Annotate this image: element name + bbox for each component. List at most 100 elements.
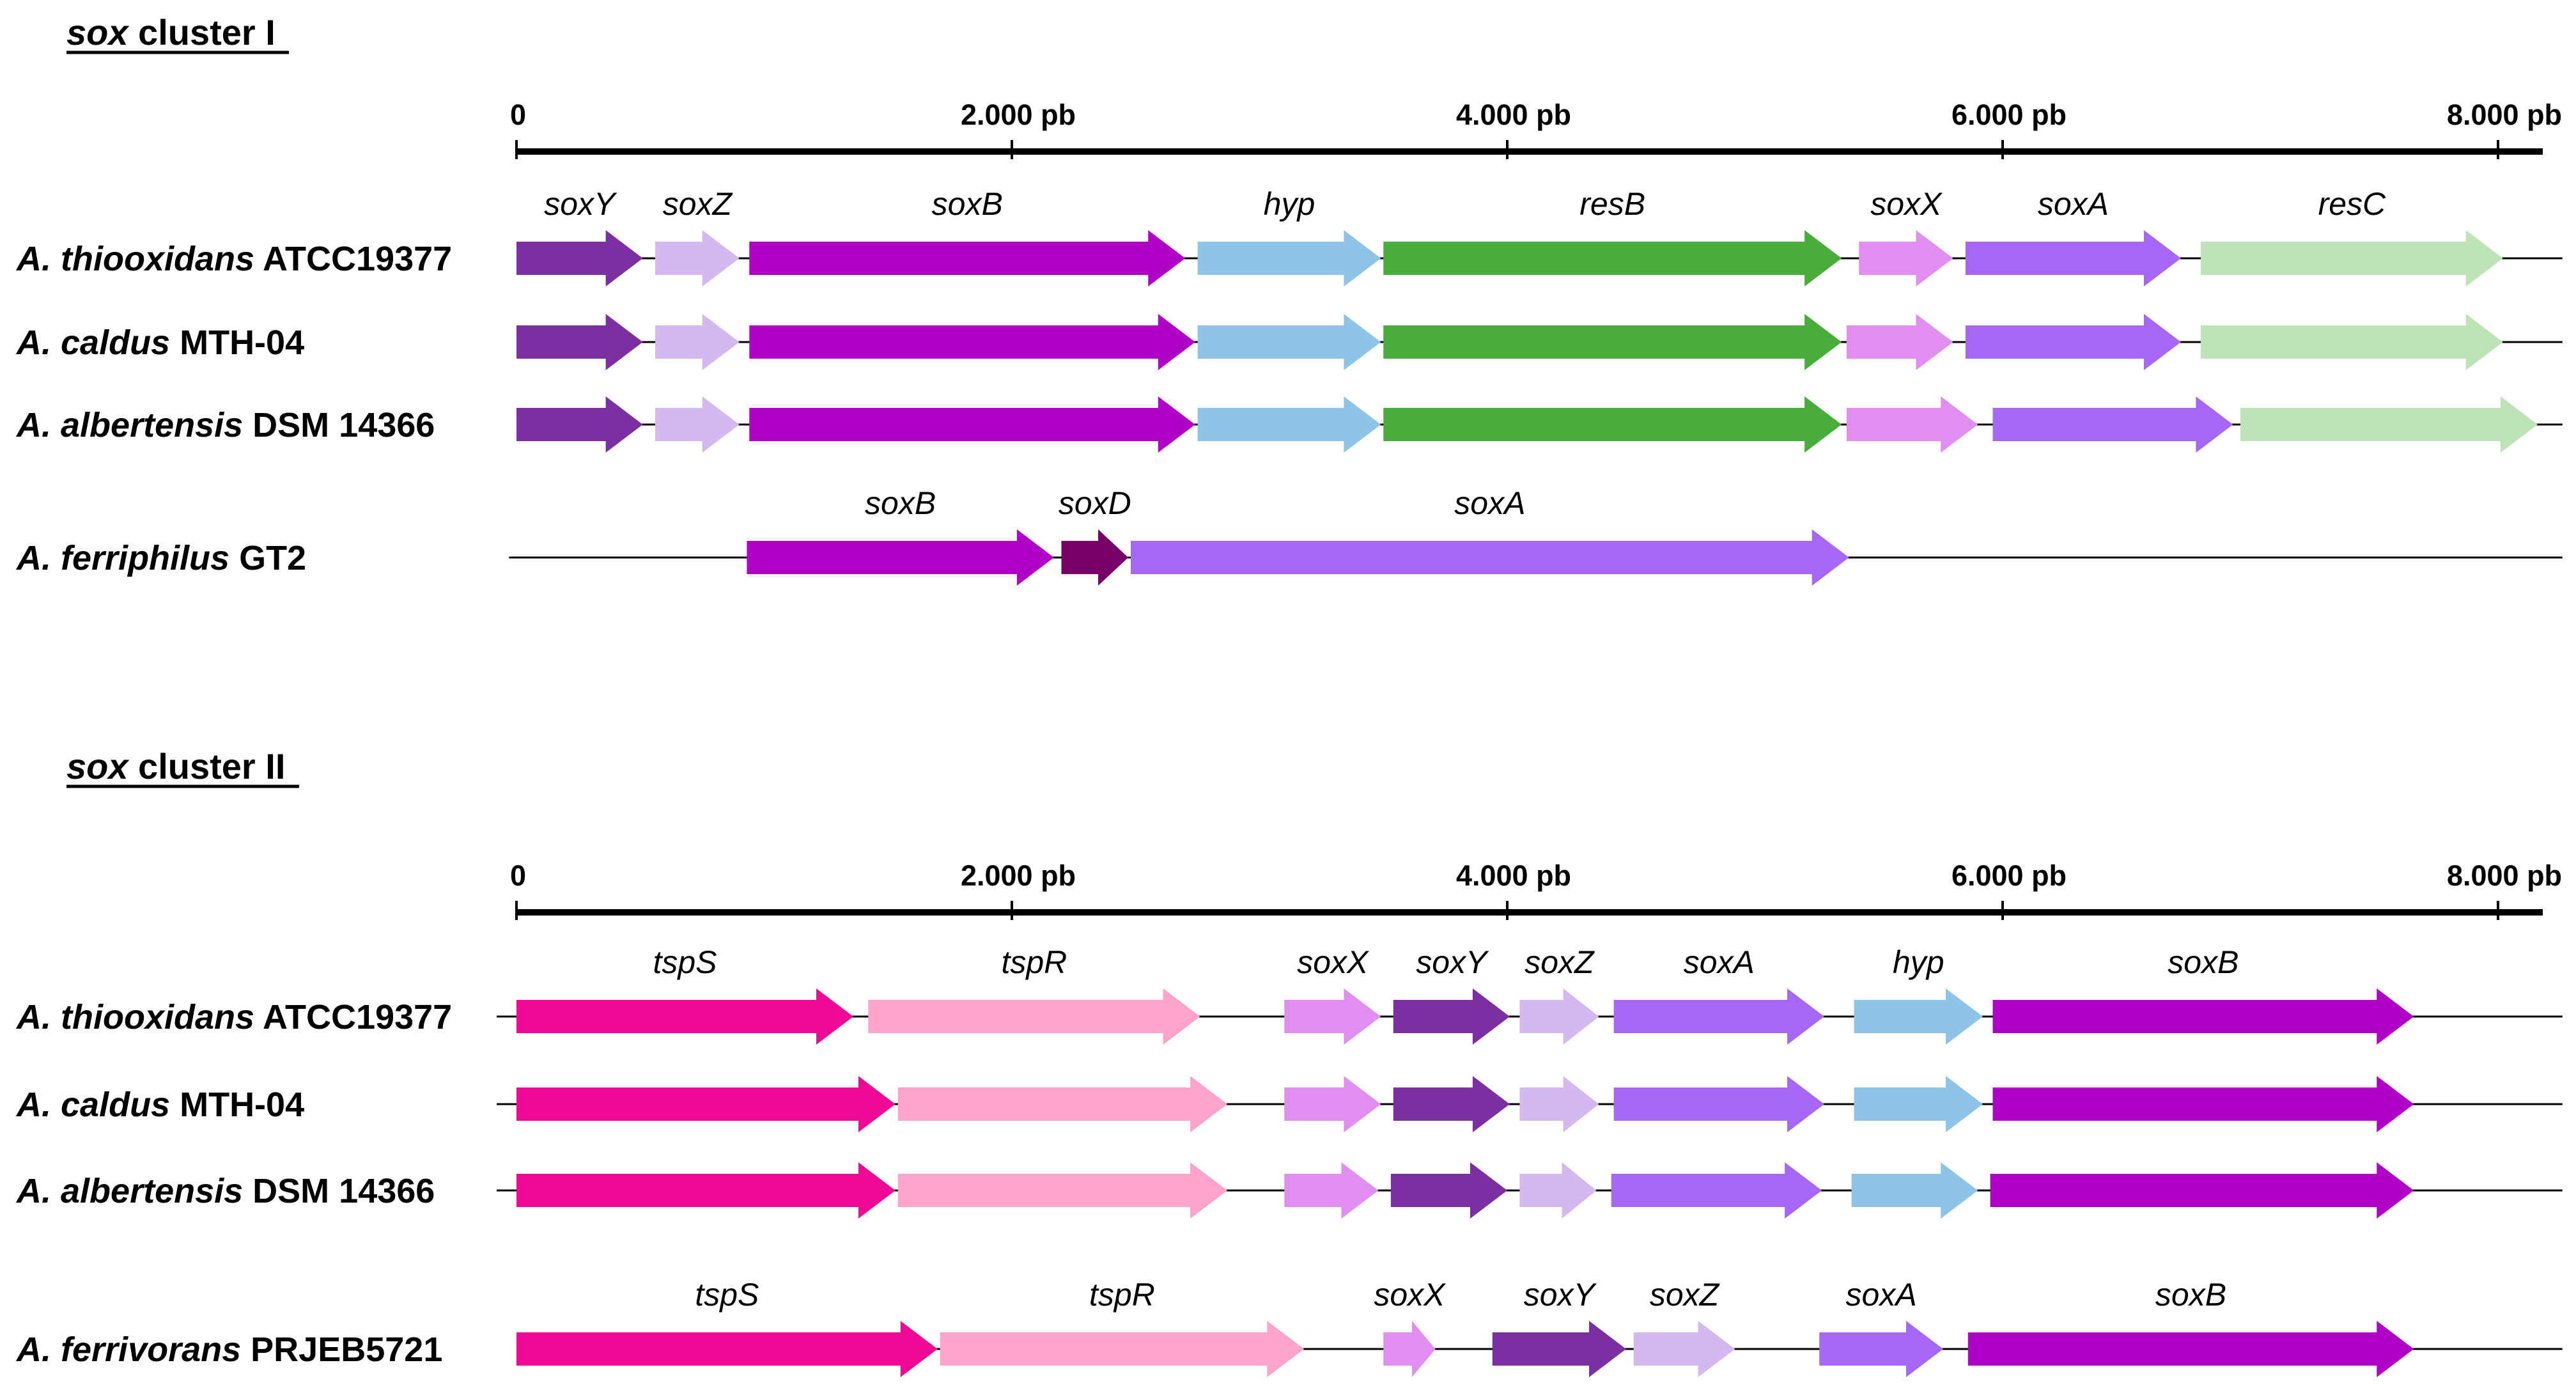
gene-label: soxA [1454, 485, 1525, 521]
gene-arrow-soxZ [655, 314, 740, 370]
scale-tick-label: 6.000 pb [1951, 98, 2067, 131]
gene-arrow-soxZ [655, 230, 740, 286]
organism-label: A. caldus MTH-04 [15, 324, 304, 362]
scale-tick-label: 0 [510, 98, 526, 131]
gene-arrow-soxX [1383, 1321, 1436, 1377]
gene-arrow-hyp [1197, 314, 1381, 370]
scale-tick-label: 8.000 pb [2447, 98, 2562, 131]
gene-arrow-hyp [1851, 1162, 1978, 1219]
gene-label: soxY [1416, 944, 1489, 980]
gene-arrow-resB [1383, 396, 1842, 453]
gene-label: hyp [1893, 944, 1944, 980]
scale-tick-label: 2.000 pb [961, 98, 1076, 131]
gene-label: soxB [865, 485, 936, 521]
gene-arrow-soxA [1611, 1162, 1822, 1219]
gene-label: soxB [2168, 944, 2238, 980]
gene-arrow-soxX [1846, 396, 1978, 453]
gene-arrow-soxA [1992, 396, 2233, 453]
gene-arrow-tspS [516, 1076, 896, 1132]
scale-tick-label: 2.000 pb [961, 859, 1076, 892]
gene-arrow-soxB [749, 230, 1186, 286]
gene-label: soxA [1846, 1277, 1917, 1313]
gene-arrow-tspS [516, 1162, 896, 1219]
organism-label: A. thiooxidans ATCC19377 [15, 998, 452, 1036]
scale-tick-label: 8.000 pb [2447, 859, 2562, 892]
gene-label: tspR [1001, 944, 1067, 980]
cluster-title: sox cluster II [66, 746, 285, 786]
gene-label: tspR [1089, 1277, 1155, 1313]
gene-arrow-soxX [1284, 1162, 1379, 1219]
gene-arrow-soxB [749, 396, 1195, 453]
gene-label: resB [1579, 186, 1645, 222]
gene-arrow-soxB [1990, 1162, 2414, 1219]
gene-arrow-soxA [1965, 314, 2181, 370]
gene-label: soxY [544, 186, 617, 222]
gene-arrow-soxX [1284, 988, 1381, 1045]
scale-tick-label: 4.000 pb [1456, 859, 1571, 892]
gene-label: soxX [1297, 944, 1369, 980]
gene-label: soxB [932, 186, 1003, 222]
gene-label: soxZ [663, 186, 733, 222]
scale-tick-label: 6.000 pb [1951, 859, 2067, 892]
gene-arrow-soxA [1613, 1076, 1824, 1132]
gene-arrow-soxZ [1519, 1076, 1599, 1132]
gene-label: soxZ [1650, 1277, 1720, 1313]
gene-arrow-soxA [1613, 988, 1824, 1045]
gene-arrow-soxX [1859, 230, 1953, 286]
organism-label: A. ferrivorans PRJEB5721 [15, 1330, 442, 1369]
organism-label: A. thiooxidans ATCC19377 [15, 240, 452, 278]
gene-label: tspS [653, 944, 717, 980]
gene-arrow-tspS [516, 988, 853, 1045]
gene-arrow-resB [1383, 314, 1842, 370]
gene-arrow-soxY [1492, 1321, 1626, 1377]
gene-arrow-soxY [516, 396, 643, 453]
gene-arrow-resC [2201, 230, 2503, 286]
gene-arrow-soxZ [655, 396, 740, 453]
gene-label: soxA [1684, 944, 1755, 980]
gene-label: soxX [1870, 186, 1943, 222]
gene-arrow-soxB [1967, 1321, 2414, 1377]
organism-label: A. albertensis DSM 14366 [15, 406, 435, 444]
organism-label: A. ferriphilus GT2 [15, 539, 306, 577]
gene-arrow-tspR [868, 988, 1200, 1045]
gene-arrow-hyp [1197, 230, 1381, 286]
gene-arrow-soxB [747, 529, 1054, 586]
gene-arrow-hyp [1854, 1076, 1983, 1132]
gene-label: soxY [1524, 1277, 1597, 1313]
gene-arrow-soxY [1393, 1076, 1510, 1132]
gene-arrow-soxZ [1633, 1321, 1735, 1377]
gene-arrow-tspR [940, 1321, 1305, 1377]
gene-arrow-soxX [1846, 314, 1953, 370]
scale-tick-label: 0 [510, 859, 526, 892]
gene-label: soxZ [1525, 944, 1595, 980]
gene-arrow-soxB [1992, 1076, 2414, 1132]
gene-label: hyp [1264, 186, 1315, 222]
gene-arrow-soxZ [1519, 1162, 1597, 1219]
gene-arrow-soxX [1284, 1076, 1381, 1132]
gene-arrow-soxY [1390, 1162, 1507, 1219]
gene-arrow-resC [2240, 396, 2538, 453]
gene-arrow-soxA [1965, 230, 2181, 286]
gene-arrow-soxY [1393, 988, 1510, 1045]
gene-label: soxD [1059, 485, 1131, 521]
gene-arrow-soxZ [1519, 988, 1599, 1045]
gene-label: tspS [695, 1277, 759, 1313]
gene-arrow-soxA [1819, 1321, 1943, 1377]
gene-arrow-tspR [897, 1162, 1228, 1219]
gene-arrow-tspR [897, 1076, 1228, 1132]
gene-arrow-soxB [749, 314, 1195, 370]
organism-label: A. albertensis DSM 14366 [15, 1172, 435, 1210]
gene-arrow-soxD [1061, 529, 1129, 586]
organism-label: A. caldus MTH-04 [15, 1086, 304, 1124]
cluster-title: sox cluster I [66, 12, 275, 52]
gene-label: soxX [1374, 1277, 1446, 1313]
scale-tick-label: 4.000 pb [1456, 98, 1571, 131]
gene-arrow-hyp [1854, 988, 1983, 1045]
gene-arrow-resC [2201, 314, 2503, 370]
gene-label: resC [2318, 186, 2386, 222]
gene-arrow-resB [1383, 230, 1842, 286]
gene-arrow-tspS [516, 1321, 938, 1377]
gene-label: soxA [2038, 186, 2109, 222]
gene-arrow-soxY [516, 230, 643, 286]
